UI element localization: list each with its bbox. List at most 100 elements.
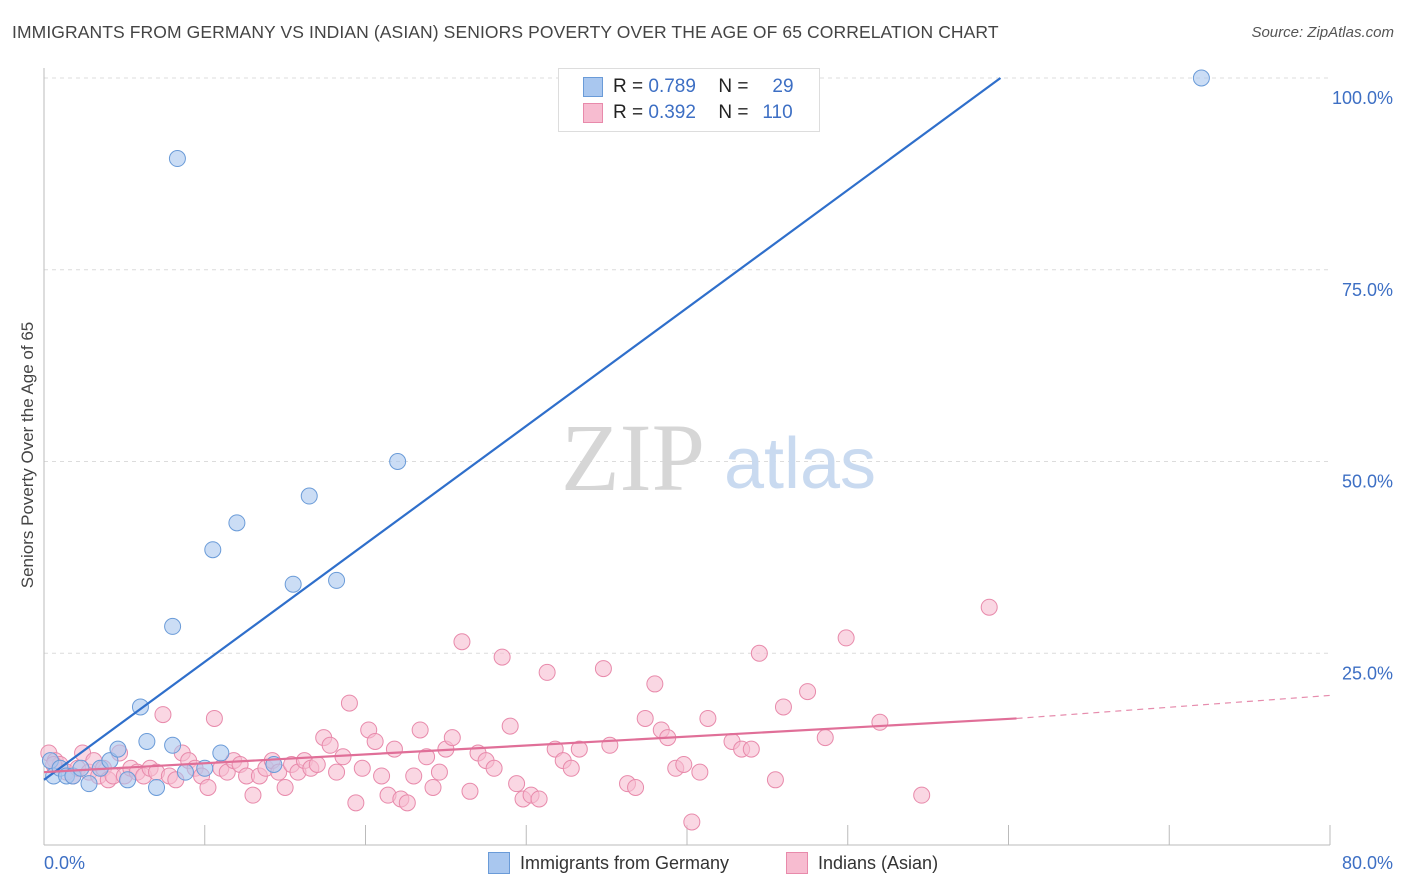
point-germany	[72, 759, 90, 777]
bottom-legend-swatch-indians	[786, 852, 808, 874]
point-germany	[212, 744, 230, 762]
point-indians	[980, 598, 998, 616]
x-tick-label: 0.0%	[44, 853, 85, 873]
point-indians	[675, 755, 693, 773]
point-germany	[164, 736, 182, 754]
point-indians	[691, 763, 709, 781]
trend-line-germany	[43, 77, 1002, 781]
point-indians	[683, 813, 701, 831]
point-indians	[424, 778, 442, 796]
point-indians	[308, 755, 326, 773]
point-germany	[204, 541, 222, 559]
point-germany	[138, 732, 156, 750]
point-indians	[405, 767, 423, 785]
point-indians	[385, 740, 403, 758]
point-indians	[871, 713, 889, 731]
point-indians	[205, 709, 223, 727]
legend-r-value: 0.789	[648, 76, 696, 97]
point-indians	[530, 790, 548, 808]
point-indians	[418, 748, 436, 766]
point-indians	[443, 729, 461, 747]
point-indians	[699, 709, 717, 727]
bottom-legend-label-indians: Indians (Asian)	[818, 852, 939, 873]
legend-n-label: N =	[718, 76, 754, 97]
y-tick-label: 75.0%	[1342, 280, 1393, 300]
point-indians	[244, 786, 262, 804]
legend-r-label: R =	[613, 102, 649, 123]
point-indians	[742, 740, 760, 758]
watermark: ZIP atlas	[561, 404, 876, 511]
point-germany	[80, 775, 98, 793]
legend-row-germany: R = 0.789 N = 29	[583, 75, 794, 99]
point-indians	[366, 732, 384, 750]
point-germany	[168, 150, 186, 168]
point-indians	[538, 663, 556, 681]
point-indians	[646, 675, 664, 693]
correlation-legend: R = 0.789 N = 29 R = 0.392 N = 110	[558, 68, 820, 132]
point-germany	[300, 487, 318, 505]
point-germany	[176, 763, 194, 781]
point-indians	[321, 736, 339, 754]
point-indians	[276, 778, 294, 796]
point-germany	[389, 453, 407, 470]
legend-r-label: R =	[613, 76, 649, 97]
point-indians	[766, 771, 784, 789]
point-germany	[284, 575, 302, 593]
point-germany	[1192, 69, 1210, 87]
y-tick-label: 100.0%	[1332, 88, 1393, 108]
point-indians	[570, 740, 588, 758]
point-germany	[109, 740, 127, 758]
legend-n-value: 29	[772, 76, 794, 97]
watermark-atlas: atlas	[724, 424, 876, 504]
point-indians	[627, 778, 645, 796]
point-indians	[398, 794, 416, 812]
point-indians	[328, 763, 346, 781]
trend-line-indians-extension	[1016, 694, 1331, 720]
legend-row-indians: R = 0.392 N = 110	[583, 101, 793, 125]
legend-n-value: 110	[762, 102, 793, 123]
legend-swatch-germany	[583, 77, 603, 97]
chart-title: IMMIGRANTS FROM GERMANY VS INDIAN (ASIAN…	[12, 22, 999, 42]
tick-labels: 25.0% 50.0% 75.0% 100.0% 0.0% 80.0%	[44, 88, 1393, 873]
bottom-legend-indians: Indians (Asian)	[786, 852, 938, 874]
legend-r-value: 0.392	[648, 102, 696, 123]
legend-n-label: N =	[718, 102, 754, 123]
bottom-legend-germany: Immigrants from Germany	[488, 852, 729, 874]
point-indians	[347, 794, 365, 812]
point-indians	[430, 763, 448, 781]
point-germany	[119, 771, 137, 789]
legend-swatch-indians	[583, 103, 603, 123]
source-label: Source: ZipAtlas.com	[1251, 24, 1394, 41]
point-indians	[837, 629, 855, 647]
point-indians	[373, 767, 391, 785]
point-indians	[913, 786, 931, 804]
point-indians	[562, 759, 580, 777]
point-indians	[154, 706, 172, 724]
point-indians	[453, 633, 471, 651]
point-germany	[148, 778, 166, 796]
bottom-legend-label-germany: Immigrants from Germany	[520, 852, 730, 873]
point-indians	[594, 660, 612, 678]
point-indians	[461, 782, 479, 800]
point-indians	[411, 721, 429, 739]
point-indians	[353, 759, 371, 777]
bottom-legend-swatch-germany	[488, 852, 510, 874]
trend-line-indians	[43, 717, 1017, 774]
grid-lines	[44, 77, 1330, 654]
watermark-zip: ZIP	[561, 404, 705, 511]
point-indians	[750, 644, 768, 662]
point-indians	[636, 709, 654, 727]
trend-lines	[43, 77, 1331, 781]
point-indians	[493, 648, 511, 666]
point-indians	[774, 698, 792, 716]
point-indians	[485, 759, 503, 777]
axes	[43, 68, 1331, 846]
point-germany	[328, 571, 346, 589]
x-tick-label: 80.0%	[1342, 853, 1393, 873]
point-germany	[228, 514, 246, 532]
point-indians	[799, 683, 817, 701]
y-tick-label: 50.0%	[1342, 472, 1393, 492]
point-indians	[501, 717, 519, 735]
y-tick-label: 25.0%	[1342, 663, 1393, 683]
